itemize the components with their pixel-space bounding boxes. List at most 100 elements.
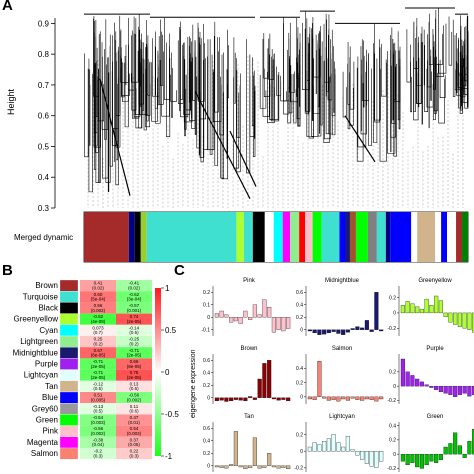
eigengene-bar xyxy=(257,378,262,398)
legend-tick-label: -0.5 xyxy=(165,410,179,419)
eigengene-bar xyxy=(224,397,229,402)
branch xyxy=(457,63,464,88)
eigengene-bar xyxy=(350,328,355,330)
eigengene-bar xyxy=(472,428,474,455)
branch xyxy=(347,63,351,105)
eigengene-bar xyxy=(312,329,317,334)
heatmap-cell-value: (0.02) xyxy=(128,285,140,290)
heatmap-cell-value: (0.5) xyxy=(129,330,139,335)
eigengene-bar xyxy=(453,385,458,398)
color-bar-segment xyxy=(349,212,356,262)
branch xyxy=(306,18,310,81)
heatmap-cell xyxy=(80,436,116,448)
heatmap-cell-value: (0.04) xyxy=(92,442,104,447)
heatmap-cell-value: -0.62 xyxy=(129,292,140,297)
heatmap-cell xyxy=(116,436,152,448)
eigengene-bar xyxy=(369,451,374,467)
eigengene-bar xyxy=(405,371,410,387)
branch xyxy=(460,51,463,111)
module-label: Turquoise xyxy=(23,292,59,301)
eigengene-bar xyxy=(453,432,458,455)
eigengene-bar xyxy=(429,305,434,314)
eigengene-bar xyxy=(219,397,224,401)
heatmap-cell-value: 0.13 xyxy=(130,381,139,386)
color-bar-segment xyxy=(345,212,350,262)
eigengene-bar xyxy=(276,465,281,469)
eigengene-bar xyxy=(438,453,443,461)
eigengene-bar xyxy=(262,299,267,318)
heatmap-cell-value: (0.2) xyxy=(93,341,103,346)
plot-y-tick-label: 0.4 xyxy=(296,366,303,372)
heatmap-cell-value: (0.3) xyxy=(129,453,139,458)
heatmap-cell-value: 0.74 xyxy=(130,314,139,319)
heatmap-cell xyxy=(80,291,116,303)
eigengene-bar xyxy=(229,397,234,402)
plot-y-tick-label: 0.4 xyxy=(389,423,396,429)
heatmap-cell-value: (0.5) xyxy=(129,386,139,391)
branch xyxy=(219,37,224,136)
branch xyxy=(298,74,301,127)
drooping-branch xyxy=(99,78,131,196)
branch xyxy=(236,70,241,138)
eigengene-bar xyxy=(355,396,360,400)
branch xyxy=(177,40,184,104)
branch xyxy=(430,56,432,101)
branch xyxy=(305,11,311,112)
plot-y-tick-label: 0.2 xyxy=(203,290,210,296)
eigengene-plot: Green 0.4 0.2 0 -0.2 xyxy=(387,414,474,472)
eigengene-plot: Purple 0.2 0 -0.2 xyxy=(387,346,474,404)
branch xyxy=(227,29,229,99)
heatmap-cell xyxy=(116,347,152,359)
plot-y-tick-label: 0.2 xyxy=(389,295,396,301)
heatmap-cell-value: 0.60 xyxy=(94,292,103,297)
eigengene-bar xyxy=(419,381,424,387)
eigengene-bar xyxy=(276,317,281,330)
eigengene-bar xyxy=(281,397,286,400)
branch xyxy=(433,41,437,114)
eigengene-bar xyxy=(271,397,276,400)
heatmap-cell xyxy=(80,380,116,392)
eigengene-bar xyxy=(350,449,355,452)
y-tick-label: 0.7 xyxy=(38,81,50,90)
plot-y-tick-label: 0.2 xyxy=(203,383,210,389)
eigengene-plot: Tan 0.6 0.4 0.2 0 xyxy=(203,414,291,472)
eigengene-bar xyxy=(286,317,291,329)
module-swatch xyxy=(59,335,79,348)
module-label: Greenyellow xyxy=(14,315,59,324)
branch xyxy=(421,26,423,125)
heatmap-cell xyxy=(80,392,116,404)
heatmap-cell xyxy=(116,380,152,392)
branch xyxy=(199,42,206,120)
eigengene-bar xyxy=(276,397,281,401)
eigengene-bar xyxy=(400,453,405,462)
dendrogram-y-axis-label: Height xyxy=(6,88,16,115)
branch xyxy=(184,73,186,137)
eigengene-bar xyxy=(307,396,312,400)
eigengene-bar xyxy=(238,397,243,401)
plot-y-tick-label: -0.2 xyxy=(294,466,303,472)
heatmap-cell-value: 0.25 xyxy=(94,337,103,342)
branch xyxy=(207,56,215,151)
heatmap-cell-value: 0.47 xyxy=(130,415,139,420)
module-swatch xyxy=(59,302,79,314)
dendrogram: 0.3 0.4 0.5 0.6 0.7 0.8 0.9 xyxy=(38,7,469,263)
eigengene-bar xyxy=(410,375,415,387)
color-bar-segment xyxy=(312,212,322,262)
branch xyxy=(253,75,256,158)
branch xyxy=(331,59,336,116)
branch xyxy=(380,43,387,97)
plot-y-tick-label: 0.2 xyxy=(296,380,303,386)
branch xyxy=(107,57,110,192)
plot-y-tick-label: 0.2 xyxy=(203,451,210,457)
plot-y-tick-label: 0 xyxy=(393,384,396,390)
eigengene-bar xyxy=(252,304,257,318)
eigengene-bar xyxy=(453,312,458,325)
heatmap-cell-value: 0.11 xyxy=(130,404,139,409)
color-bar-segment xyxy=(462,212,468,262)
branch xyxy=(262,39,270,117)
branch xyxy=(214,21,218,166)
heatmap-cell xyxy=(116,324,152,336)
branch xyxy=(323,23,331,83)
branch xyxy=(131,35,139,83)
branch xyxy=(101,42,109,130)
